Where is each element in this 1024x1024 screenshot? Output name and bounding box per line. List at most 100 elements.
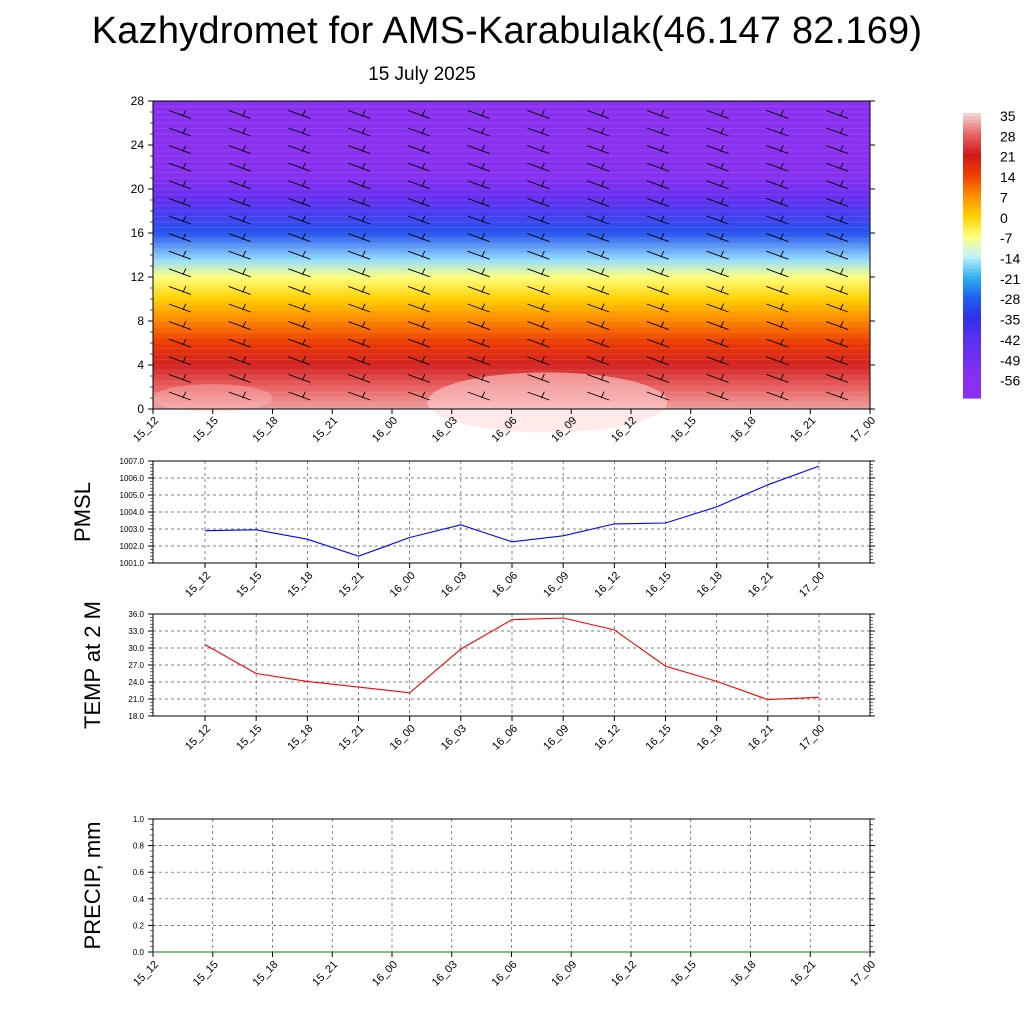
wind-barb-flag	[467, 268, 490, 278]
wind-barb-flag	[467, 321, 490, 331]
colorbar-swatch	[963, 269, 981, 274]
wind-barb-flag	[586, 321, 610, 331]
colorbar-swatch	[963, 123, 981, 128]
colorbar-swatch	[963, 241, 981, 246]
plot-frame	[152, 613, 871, 717]
colorbar-swatch	[963, 245, 981, 250]
wind-barb-flag	[706, 233, 729, 243]
y-axis-label: PMSL	[70, 482, 95, 542]
series-line	[204, 465, 820, 557]
wind-barb-flag	[467, 145, 490, 155]
y-tick-label: 1003.0	[120, 525, 145, 534]
wind-barb-flag	[706, 250, 729, 260]
wind-barb-flag	[646, 180, 670, 190]
wind-barb-flag	[527, 303, 550, 313]
y-tick-label: 1005.0	[120, 491, 145, 500]
wind-barb-flag	[168, 197, 192, 207]
wind-barb-flag	[646, 197, 670, 207]
colorbar-swatch	[963, 330, 981, 335]
y-tick-label: 1007.0	[120, 457, 145, 466]
wind-barb-flag	[288, 127, 311, 137]
wind-barb-flag	[467, 162, 490, 172]
x-tick-label: 16_09	[549, 959, 579, 989]
cross-section-panel: 0 4 8 12 16 20 24 28 15_12 15_15 15_18 15_21 16_00 16…	[131, 94, 878, 445]
wind-barb-flag	[766, 162, 789, 172]
wind-barb-flag	[347, 391, 371, 401]
x-tick-label: 16_21	[746, 723, 776, 753]
colorbar-swatch	[963, 377, 981, 382]
x-tick-label: 16_06	[490, 959, 520, 989]
colorbar-swatch	[963, 191, 981, 196]
x-tick-label: 16_09	[541, 570, 571, 600]
wind-barb-flag	[646, 162, 670, 172]
pmsl-panel: 1001.0 1002.0 1003.0 1004.0 1005.0 1006.0 1007…	[70, 457, 875, 600]
wind-barb-flag	[646, 338, 670, 348]
y-tick-label: 24.0	[128, 678, 144, 687]
colorbar-swatch	[963, 336, 981, 341]
wind-barb-flag	[527, 356, 550, 366]
wind-barb-flag	[527, 373, 550, 383]
y-tick-label: 20	[131, 182, 145, 196]
colorbar-swatch	[963, 170, 981, 175]
wind-barb-flag	[586, 145, 610, 155]
x-tick-label: 16_15	[644, 723, 674, 753]
wind-barb-flag	[407, 180, 431, 190]
wind-barb-flag	[467, 391, 490, 401]
colorbar-swatch	[963, 323, 981, 328]
wind-barb-flag	[825, 285, 849, 295]
wind-barb-flag	[407, 250, 431, 260]
colorbar-swatch	[963, 143, 981, 148]
wind-barb-flag	[228, 162, 251, 172]
wind-barb-flag	[467, 356, 490, 366]
wind-barb-flag	[766, 233, 789, 243]
y-tick-label: 1004.0	[120, 508, 145, 517]
y-tick-label: 18.0	[128, 712, 144, 721]
wind-barb-flag	[825, 268, 849, 278]
colorbar-label: -14	[1000, 251, 1020, 267]
colorbar-swatch	[963, 248, 981, 253]
wind-barb-flag	[347, 285, 371, 295]
wind-barb-flag	[586, 338, 610, 348]
wind-barb-flag	[228, 321, 251, 331]
wind-barb-flag	[168, 373, 192, 383]
colorbar-swatch	[963, 129, 981, 134]
x-tick-label: 16_03	[430, 415, 460, 445]
wind-barb-flag	[407, 321, 431, 331]
colorbar-swatch	[963, 146, 981, 151]
wind-barb-flag	[347, 303, 371, 313]
colorbar-swatch	[963, 262, 981, 267]
colorbar-swatch	[963, 381, 981, 386]
wind-barb-flag	[766, 285, 789, 295]
wind-barb-flag	[168, 233, 192, 243]
colorbar-swatch	[963, 272, 981, 277]
wind-barb-flag	[228, 250, 251, 260]
y-tick-label: 27.0	[128, 661, 144, 670]
y-tick-label: 0.8	[133, 842, 145, 851]
colorbar-label: 14	[1000, 169, 1016, 185]
wind-barb-flag	[766, 303, 789, 313]
colorbar-swatch	[963, 286, 981, 291]
wind-barb-flag	[467, 197, 490, 207]
x-tick-label: 16_12	[609, 959, 639, 989]
wind-barb-flag	[825, 145, 849, 155]
wind-barb-flag	[288, 109, 311, 119]
colorbar-swatch	[963, 289, 981, 294]
colorbar-swatch	[963, 174, 981, 179]
wind-barb-flag	[527, 321, 550, 331]
wind-barb-flag	[347, 250, 371, 260]
colorbar: 35 28 21 14 7 0 -7 -14 -21 -28 -35 -42 -49 -56	[963, 108, 1020, 399]
wind-barb-flag	[586, 303, 610, 313]
wind-barb-flag	[347, 162, 371, 172]
wind-barb-flag	[825, 391, 849, 401]
wind-barb-flag	[706, 303, 729, 313]
y-tick-label: 1001.0	[120, 559, 145, 568]
colorbar-label: -7	[1000, 230, 1013, 246]
wind-barb-flag	[467, 127, 490, 137]
colorbar-swatch	[963, 255, 981, 260]
x-tick-label: 16_21	[746, 570, 776, 600]
x-tick-label: 15_12	[183, 723, 213, 753]
colorbar-swatch	[963, 208, 981, 212]
x-tick-label: 15_12	[131, 415, 161, 445]
x-tick-label: 16_21	[788, 959, 818, 989]
wind-barb-flag	[168, 285, 192, 295]
